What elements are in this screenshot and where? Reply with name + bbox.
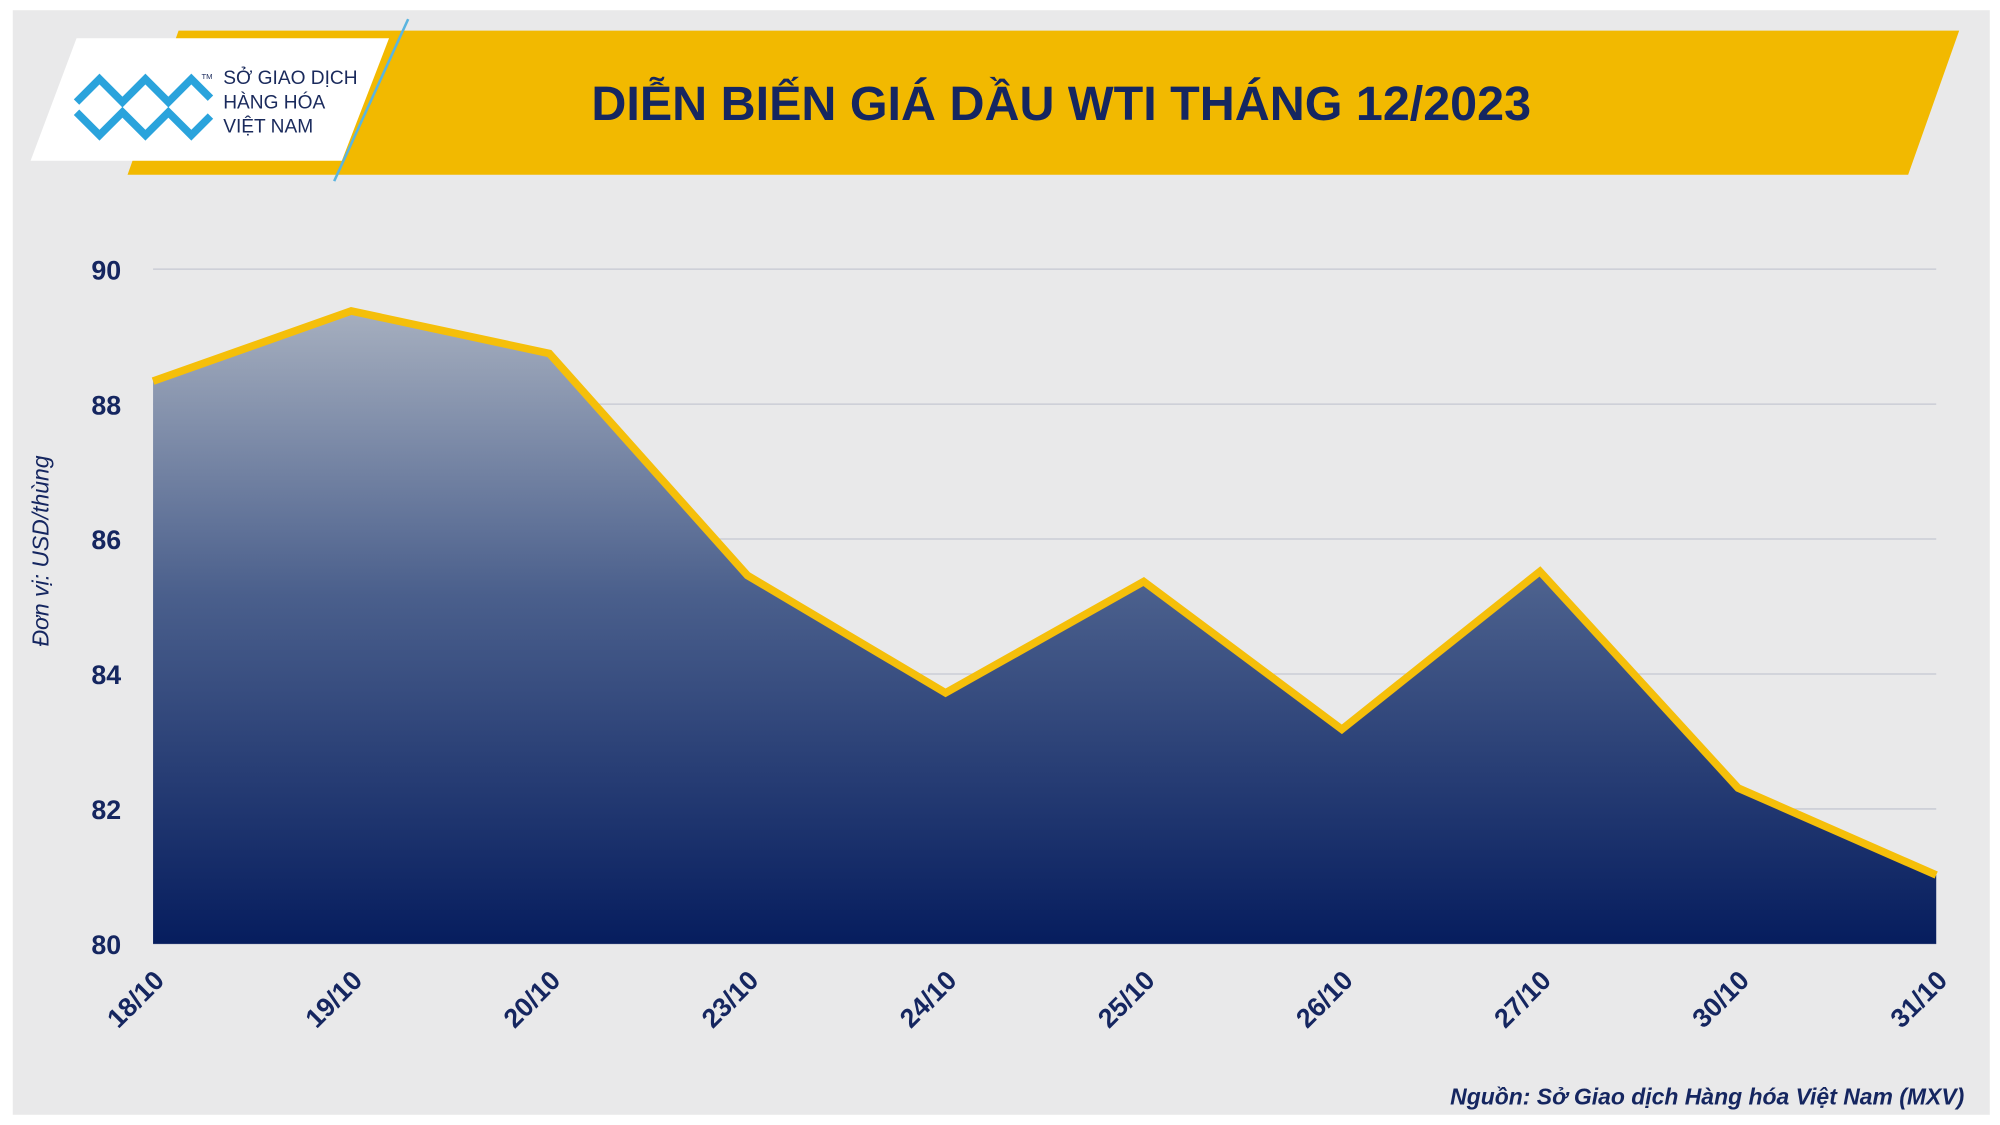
- title-banner: [127, 30, 1960, 175]
- area: [153, 310, 1937, 944]
- y-tick-label: 90: [91, 255, 121, 285]
- chart-title: DIỄN BIẾN GIÁ DẦU WTI THÁNG 12/2023: [591, 77, 1531, 131]
- line: [151, 306, 1938, 879]
- y-tick-label: 86: [91, 525, 121, 555]
- logo-accent: [333, 18, 410, 182]
- logo-icon: [73, 73, 214, 141]
- logo-text: HÀNG HÓA: [223, 91, 325, 113]
- y-axis-label: Đơn vị: USD/thùng: [27, 455, 53, 646]
- y-tick-label: 88: [91, 390, 121, 420]
- y-tick-label: 84: [91, 660, 121, 690]
- y-tick-label: 82: [91, 795, 121, 825]
- logo-text: VIỆT NAM: [223, 117, 313, 138]
- logo-box: [30, 38, 390, 161]
- y-tick-label: 80: [91, 930, 121, 960]
- logo-trademark: TM: [202, 72, 213, 81]
- source-note: Nguồn: Sở Giao dịch Hàng hóa Việt Nam (M…: [1450, 1084, 1964, 1110]
- logo-text: SỞ GIAO DỊCH: [223, 67, 357, 89]
